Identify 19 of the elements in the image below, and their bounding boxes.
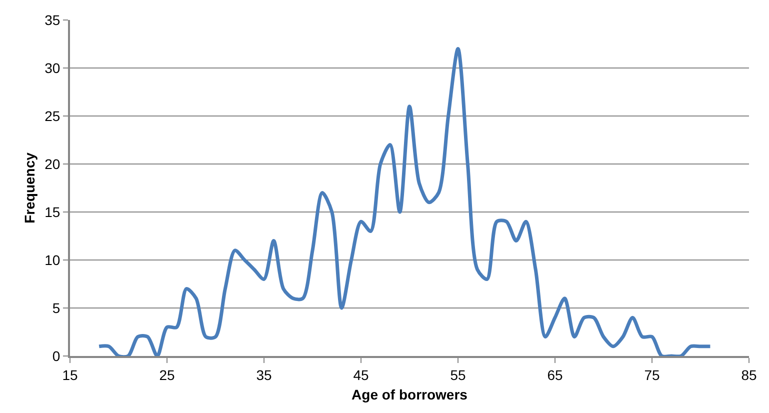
- y-tick-label: 15: [44, 204, 60, 220]
- x-tick-label: 65: [547, 366, 563, 383]
- y-tick-label: 10: [44, 252, 60, 268]
- y-axis-title: Frequency: [22, 152, 38, 224]
- y-tick-label: 30: [44, 60, 60, 76]
- y-tick-label: 25: [44, 108, 60, 124]
- line-series: [97, 47, 712, 356]
- x-tick-label: 25: [159, 366, 175, 383]
- x-tick-label: 55: [450, 366, 466, 383]
- x-tick-label: 85: [741, 366, 757, 383]
- x-axis-title: Age of borrowers: [352, 386, 468, 403]
- y-tick-label: 5: [52, 300, 60, 316]
- y-tick-label: 35: [44, 12, 60, 28]
- y-tick-label: 0: [52, 348, 60, 364]
- y-tick-label: 20: [44, 156, 60, 172]
- x-tick-label: 15: [62, 366, 78, 383]
- x-tick-label: 45: [353, 366, 369, 383]
- x-tick-label: 75: [644, 366, 660, 383]
- x-tick-label: 35: [256, 366, 272, 383]
